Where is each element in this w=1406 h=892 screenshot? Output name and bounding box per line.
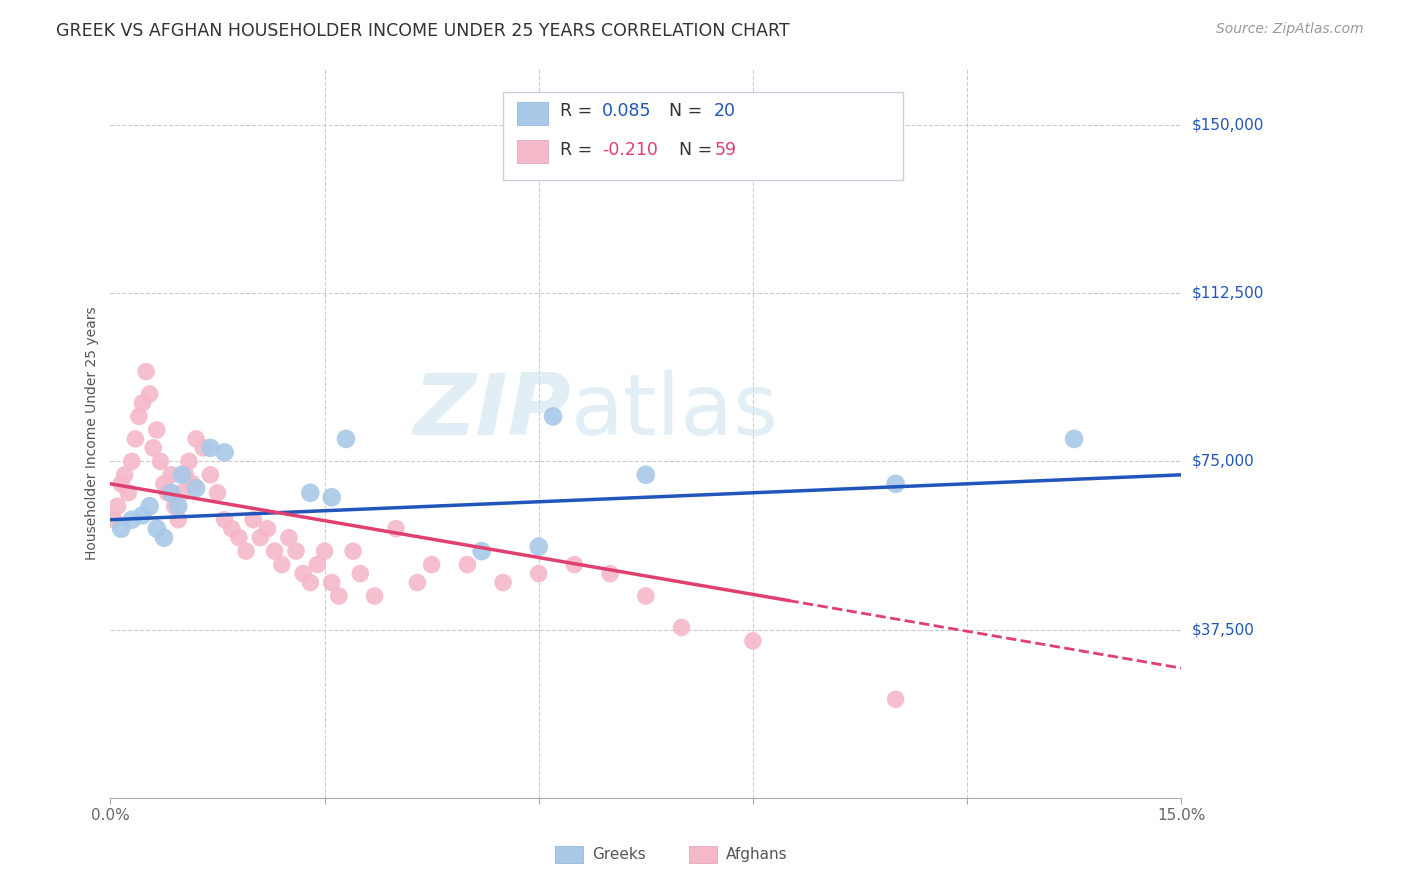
- Point: [131, 396, 153, 410]
- Point: [321, 490, 343, 504]
- Text: atlas: atlas: [571, 370, 779, 453]
- Point: [214, 513, 236, 527]
- Point: [103, 513, 125, 527]
- Text: $75,000: $75,000: [1192, 454, 1254, 469]
- Point: [170, 485, 193, 500]
- Point: [541, 409, 564, 424]
- Point: [167, 513, 190, 527]
- Point: [131, 508, 153, 523]
- Point: [527, 540, 550, 554]
- Point: [110, 476, 132, 491]
- Text: ZIP: ZIP: [413, 370, 571, 453]
- Point: [342, 544, 364, 558]
- Point: [314, 544, 336, 558]
- Point: [121, 454, 143, 468]
- Point: [385, 522, 408, 536]
- Y-axis label: Householder Income Under 25 years: Householder Income Under 25 years: [86, 307, 100, 560]
- Point: [671, 620, 693, 634]
- Point: [456, 558, 478, 572]
- Point: [135, 365, 157, 379]
- Point: [156, 485, 179, 500]
- Point: [146, 522, 169, 536]
- Text: 20: 20: [714, 103, 737, 120]
- Point: [235, 544, 257, 558]
- Point: [328, 589, 350, 603]
- Point: [299, 575, 322, 590]
- Point: [884, 692, 907, 706]
- Text: Afghans: Afghans: [725, 847, 787, 862]
- Point: [200, 467, 222, 482]
- Point: [363, 589, 385, 603]
- Point: [471, 544, 494, 558]
- Point: [884, 476, 907, 491]
- Point: [406, 575, 429, 590]
- Point: [138, 500, 160, 514]
- Text: 0.085: 0.085: [602, 103, 651, 120]
- Text: N =: N =: [668, 141, 717, 159]
- Point: [214, 445, 236, 459]
- Point: [128, 409, 150, 424]
- Text: $150,000: $150,000: [1192, 117, 1264, 132]
- Point: [160, 467, 183, 482]
- Point: [200, 441, 222, 455]
- Point: [170, 467, 193, 482]
- Point: [420, 558, 443, 572]
- Point: [149, 454, 172, 468]
- Text: -0.210: -0.210: [602, 141, 658, 159]
- Point: [153, 476, 176, 491]
- Point: [335, 432, 357, 446]
- Text: Source: ZipAtlas.com: Source: ZipAtlas.com: [1216, 22, 1364, 37]
- Text: $37,500: $37,500: [1192, 623, 1254, 637]
- Point: [207, 485, 229, 500]
- Point: [321, 575, 343, 590]
- Text: GREEK VS AFGHAN HOUSEHOLDER INCOME UNDER 25 YEARS CORRELATION CHART: GREEK VS AFGHAN HOUSEHOLDER INCOME UNDER…: [56, 22, 790, 40]
- Point: [221, 522, 243, 536]
- Point: [107, 500, 129, 514]
- Point: [184, 432, 207, 446]
- Point: [146, 423, 169, 437]
- Point: [599, 566, 621, 581]
- Point: [163, 500, 186, 514]
- Point: [177, 454, 200, 468]
- Point: [249, 531, 271, 545]
- Point: [634, 467, 657, 482]
- Point: [741, 634, 763, 648]
- Point: [527, 566, 550, 581]
- Point: [307, 558, 329, 572]
- Point: [634, 589, 657, 603]
- Point: [564, 558, 586, 572]
- Point: [124, 432, 146, 446]
- Text: N =: N =: [658, 103, 707, 120]
- Text: R =: R =: [560, 103, 598, 120]
- Point: [263, 544, 285, 558]
- Point: [270, 558, 292, 572]
- Text: 59: 59: [714, 141, 737, 159]
- Point: [277, 531, 299, 545]
- Point: [256, 522, 278, 536]
- Point: [181, 476, 204, 491]
- Text: $112,500: $112,500: [1192, 285, 1264, 301]
- Point: [242, 513, 264, 527]
- Point: [153, 531, 176, 545]
- Point: [167, 500, 190, 514]
- Point: [138, 387, 160, 401]
- Point: [193, 441, 215, 455]
- Text: R =: R =: [560, 141, 598, 159]
- Point: [114, 467, 136, 482]
- Point: [142, 441, 165, 455]
- Point: [492, 575, 515, 590]
- Point: [349, 566, 371, 581]
- Point: [228, 531, 250, 545]
- Point: [110, 522, 132, 536]
- Point: [174, 467, 197, 482]
- Point: [117, 485, 139, 500]
- Point: [285, 544, 308, 558]
- Point: [292, 566, 315, 581]
- Text: Greeks: Greeks: [592, 847, 645, 862]
- Point: [299, 485, 322, 500]
- Point: [1063, 432, 1085, 446]
- Point: [184, 481, 207, 495]
- Point: [160, 485, 183, 500]
- Point: [121, 513, 143, 527]
